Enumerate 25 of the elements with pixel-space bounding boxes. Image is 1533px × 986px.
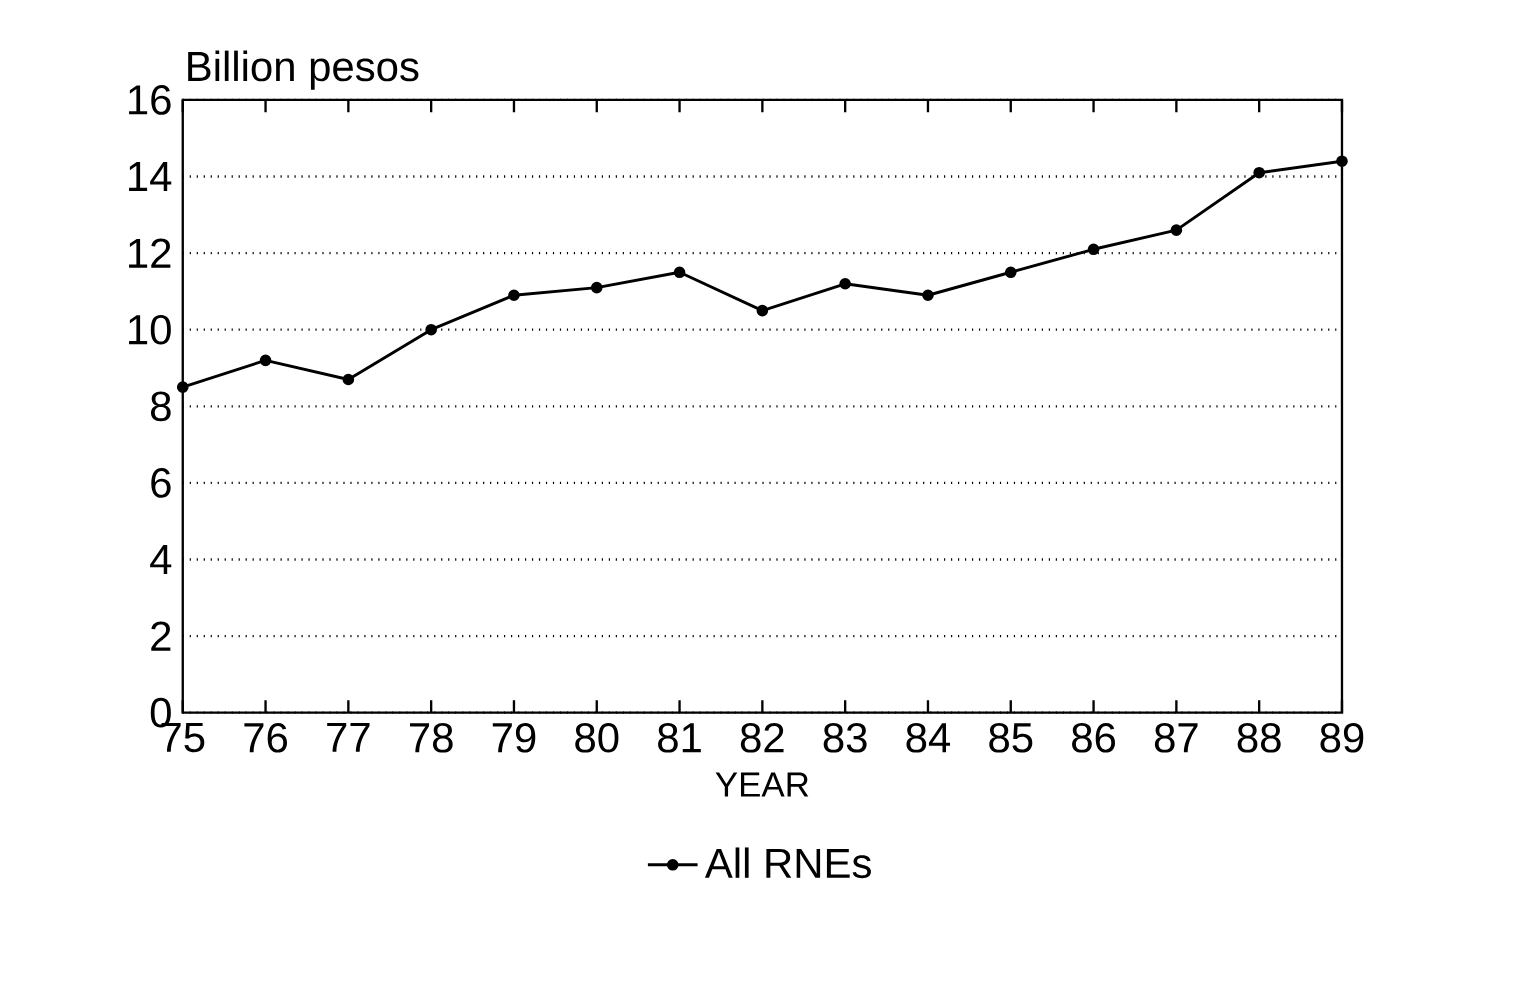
x-tick-label: 77	[327, 722, 370, 752]
y-tick-label: 2	[151, 621, 171, 651]
x-tick-label: 88	[1237, 722, 1281, 753]
x-tick-label: 79	[492, 722, 536, 753]
x-axis-title: YEAR	[715, 772, 809, 797]
x-tick-label: 82	[740, 722, 784, 753]
legend-label: All RNEs	[704, 847, 871, 878]
x-tick-label: 86	[1072, 722, 1116, 753]
x-tick-label: 84	[906, 722, 951, 753]
y-tick-label: 10	[129, 314, 171, 345]
x-tick-label: 78	[410, 722, 453, 753]
y-tick-label: 12	[129, 238, 171, 268]
y-tick-label: 16	[129, 84, 171, 115]
y-tick-label: 14	[129, 161, 172, 191]
x-tick-label: 76	[244, 722, 287, 753]
x-tick-label: 83	[823, 722, 867, 753]
y-tick-label: 8	[150, 391, 171, 421]
y-axis-title: Billion pesos	[188, 50, 419, 90]
x-tick-label: 85	[989, 722, 1033, 753]
x-tick-label: 89	[1320, 722, 1364, 753]
y-tick-label: 4	[150, 544, 172, 574]
x-tick-label: 81	[658, 722, 701, 753]
y-tick-label: 6	[151, 467, 171, 498]
x-tick-label: 87	[1154, 722, 1198, 753]
x-tick-label: 80	[575, 722, 619, 753]
